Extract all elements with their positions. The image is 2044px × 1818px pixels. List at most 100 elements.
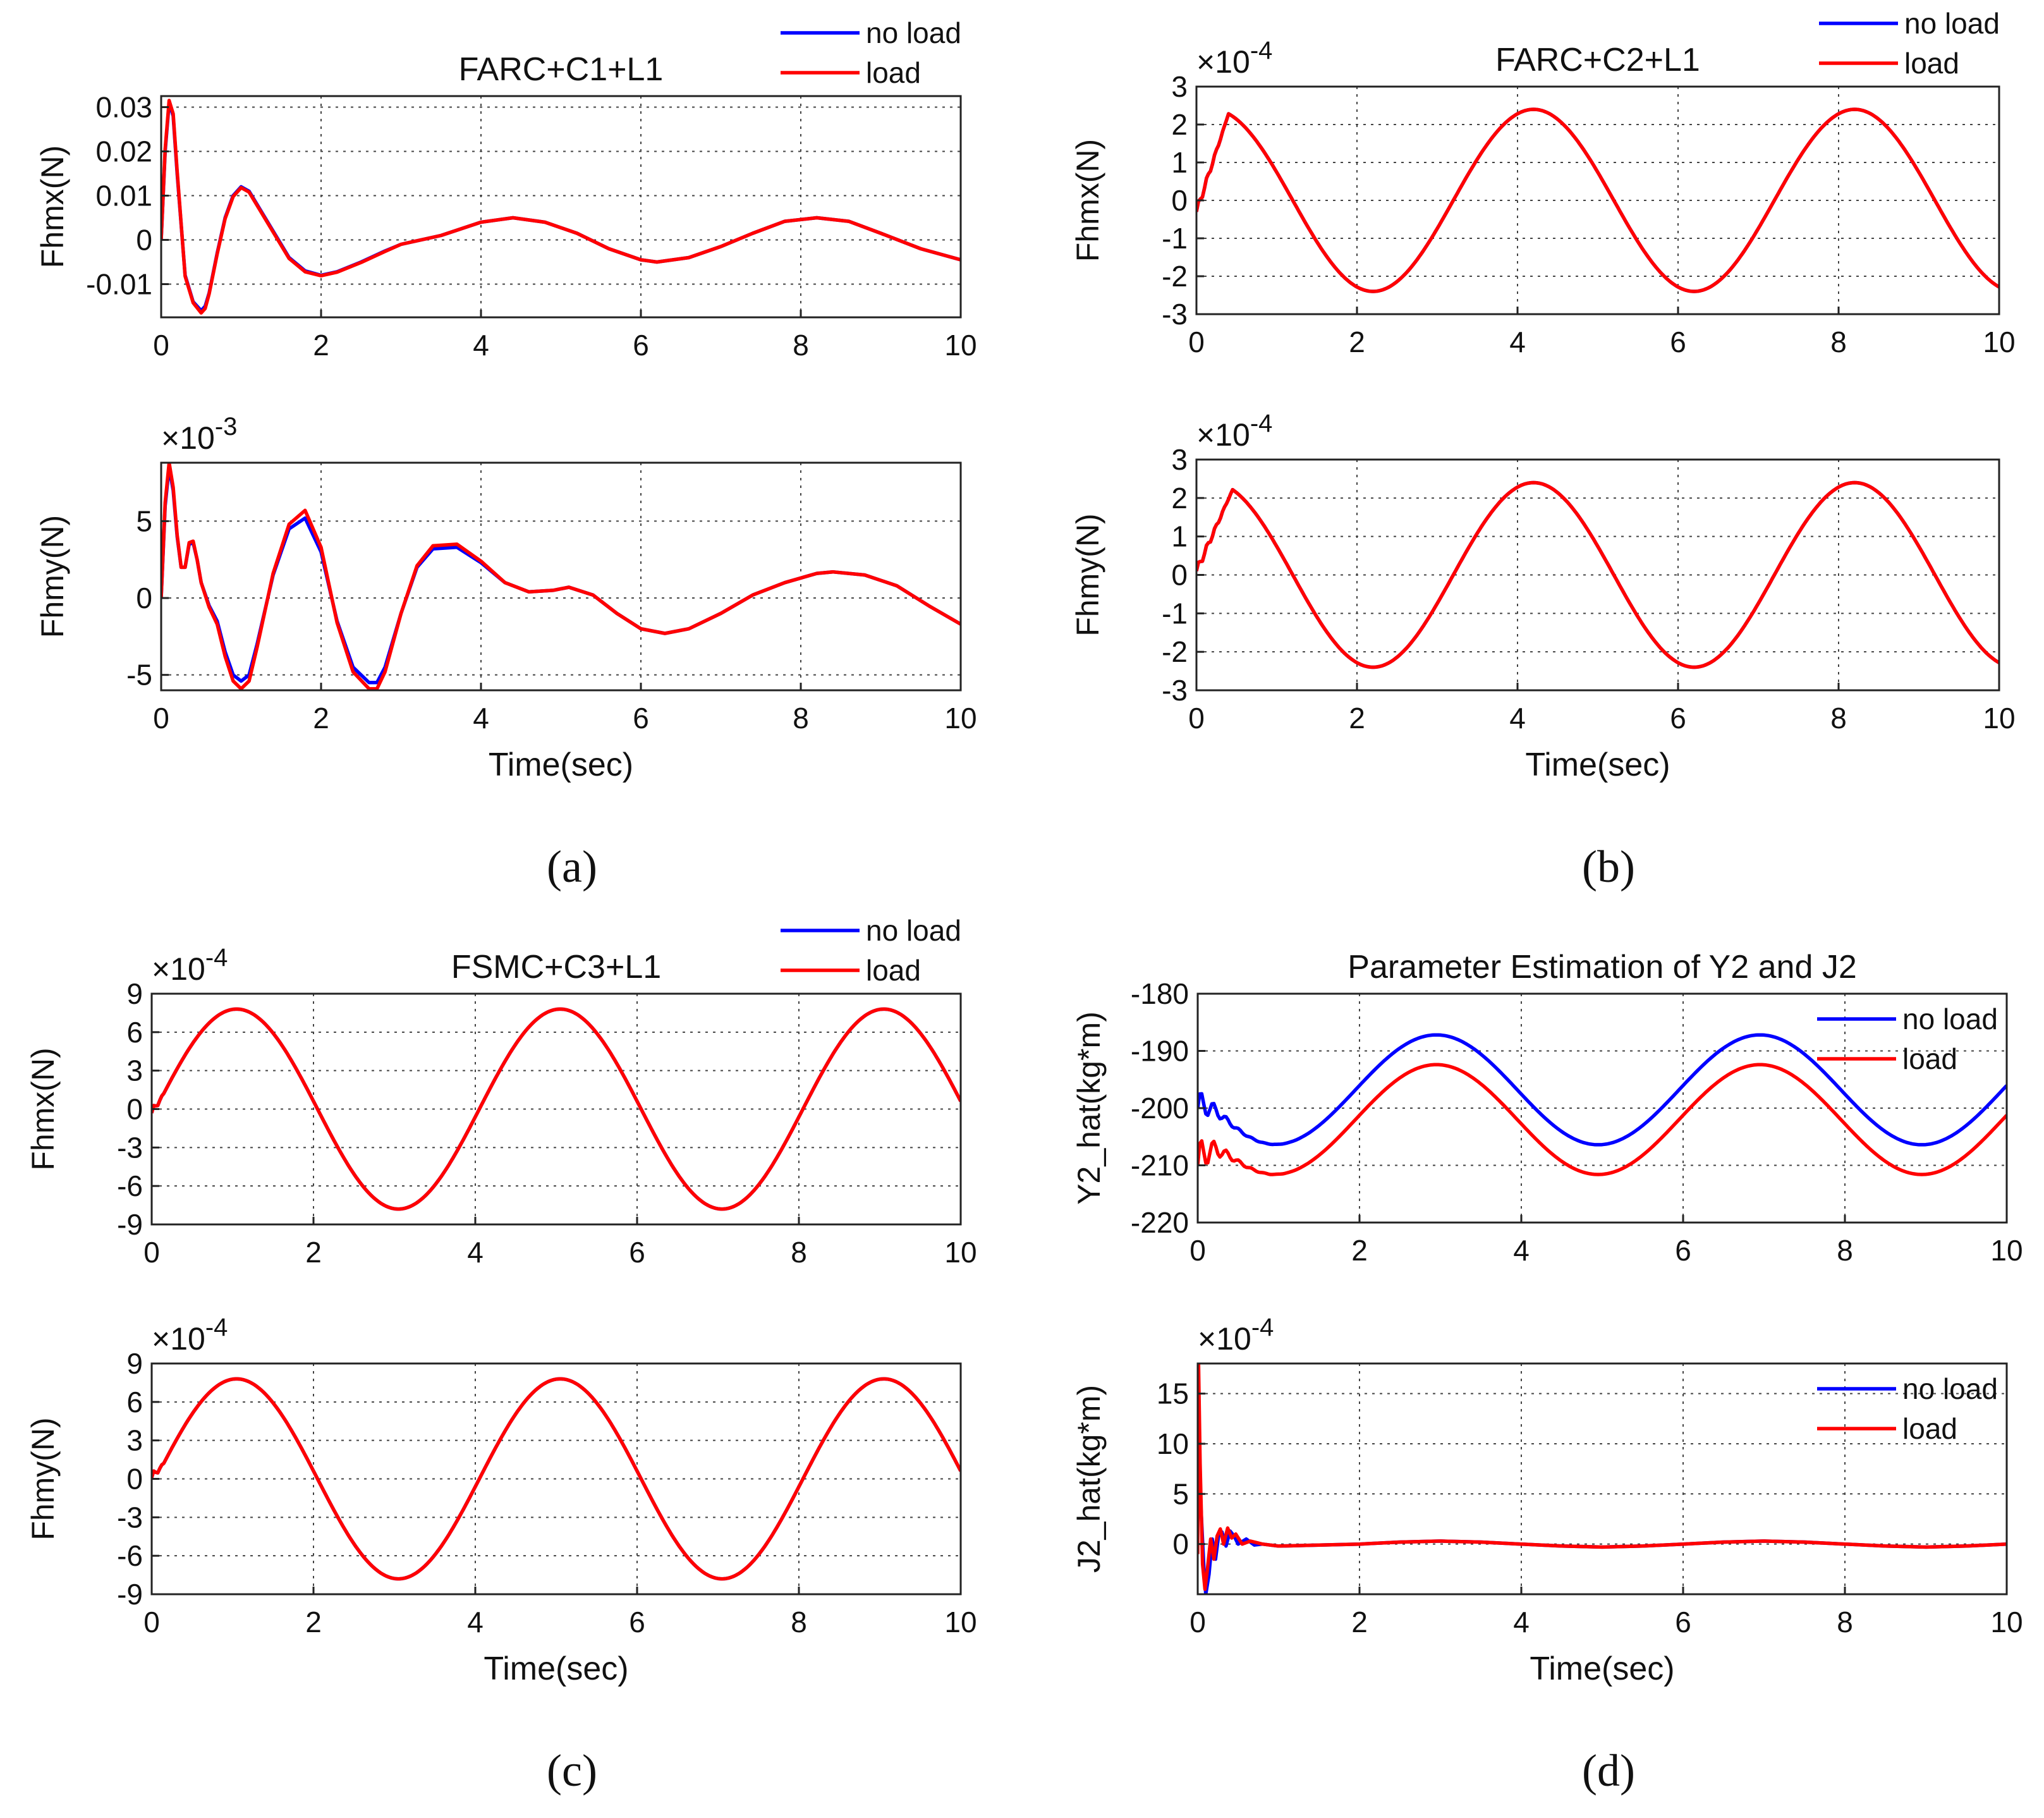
y-tick-label: -3 [1162,674,1188,707]
x-tick-label: 2 [1349,702,1365,735]
y-axis-label: Fhmy(N) [35,515,70,638]
plot-frame [1196,1362,2008,1595]
y-tick-label: -5 [126,659,152,692]
y-tick-label: 0 [1172,1528,1189,1561]
chart-title: FARC+C2+L1 [1495,42,1700,78]
x-tick-label: 10 [1990,1606,2023,1638]
y-tick-label: -6 [117,1539,143,1572]
x-tick-label: 2 [1349,326,1365,358]
y-tick-label: 3 [126,1424,143,1457]
x-tick-label: 6 [633,329,649,362]
y-tick-label: -2 [1162,635,1188,668]
y-axis-label: Y2_hat(kg*m) [1071,1011,1107,1205]
x-tick-label: 10 [944,1606,976,1638]
x-tick-label: 8 [793,329,809,362]
chart-title: Parameter Estimation of Y2 and J2 [1347,949,1856,985]
x-axis-label: Time(sec) [489,747,633,783]
plot-frame [160,95,962,319]
y-tick-label: -1 [1162,222,1188,255]
x-tick-label: 10 [1983,326,2015,358]
y-tick-label: 3 [126,1054,143,1087]
y-tick-label: 0 [1171,559,1188,592]
legend-entry: no load [866,914,961,947]
y-tick-label: 0 [136,582,152,614]
y-tick-label: -1 [1162,597,1188,630]
legend: no load load [781,16,961,89]
y-axis-label: Fhmx(N) [25,1047,61,1170]
y-tick-label: 2 [1171,108,1188,141]
y-axis-label: Fhmx(N) [1070,139,1105,262]
y-tick-label: 1 [1171,520,1188,553]
legend: no load load [1817,1003,1998,1075]
legend-entry: load [1904,47,1959,80]
x-tick-label: 0 [143,1606,160,1638]
x-tick-label: 0 [1189,1606,1206,1638]
scale-multiplier: ×10-3 [161,413,237,456]
y-axis-label: Fhmy(N) [1070,513,1105,636]
x-tick-label: 6 [1675,1234,1691,1267]
y-tick-label: 0.02 [95,135,152,168]
y-tick-label: 3 [1171,70,1188,103]
x-tick-label: 0 [153,702,169,735]
x-tick-label: 6 [633,702,649,735]
x-tick-label: 6 [629,1236,645,1269]
y-tick-label: 9 [126,977,143,1010]
x-tick-label: 4 [1513,1234,1530,1267]
y-tick-label: 6 [126,1386,143,1418]
y-tick-label: 10 [1157,1427,1189,1460]
series-line-load [1198,1364,2007,1591]
chart-d2: 0 2 4 6 8 10051015J2_hat(kg*m)Time(sec)×10-4n… [1071,1314,2023,1687]
x-tick-label: 6 [1670,702,1686,735]
legend: no load load [1817,1372,1998,1445]
y-tick-label: 0 [126,1093,143,1126]
y-tick-label: -2 [1162,260,1188,293]
x-tick-label: 4 [1509,326,1526,358]
chart-d1: 0 2 4 6 8 10 -220 -210 -200 -190 -180 Y2_hat(kg*m) P… [1071,949,2023,1267]
x-axis-label: Time(sec) [1525,747,1670,783]
y-tick-label: -180 [1131,977,1189,1010]
y-tick-label: -210 [1131,1149,1189,1182]
series-line-load [1198,1063,2007,1176]
y-tick-label: 0.03 [95,91,152,124]
series-line-load [161,99,961,315]
series-line-no-load [1198,1033,2007,1147]
legend-entry: load [866,954,921,987]
x-tick-label: 8 [1837,1606,1853,1638]
x-tick-label: 8 [791,1236,807,1269]
caption-c: (c) [547,1745,597,1796]
y-tick-label: -3 [1162,298,1188,331]
x-tick-label: 4 [473,329,489,362]
legend-entry: no load [866,16,961,49]
y-tick-label: 0.01 [95,180,152,212]
scale-multiplier: ×10-4 [152,944,228,987]
x-tick-label: 4 [467,1606,484,1638]
chart-c1: 0 2 4 6 8 10 -9 -6 -3 0 3 6 9 Fhmx(N) FSMC+C3+L1 ×10-4 n… [25,914,977,1269]
y-tick-label: -9 [117,1208,143,1241]
chart-title: FSMC+C3+L1 [451,949,661,985]
legend-entry: no load [1902,1003,1998,1035]
x-axis-label: Time(sec) [1530,1650,1674,1687]
legend-entry: no load [1904,7,2000,40]
legend-entry: load [866,56,921,89]
legend: no load load [1819,7,2000,80]
x-tick-label: 6 [629,1606,645,1638]
y-tick-label: 6 [126,1016,143,1049]
x-tick-label: 10 [944,329,976,362]
y-tick-label: 1 [1171,146,1188,179]
x-tick-label: 2 [1351,1606,1368,1638]
legend-entry: load [1902,1412,1957,1445]
y-tick-label: -220 [1131,1206,1189,1239]
y-tick-label: -3 [117,1131,143,1164]
x-tick-label: 6 [1675,1606,1691,1638]
chart-b1: 0 2 4 6 8 10-3-2-10123Fhmx(N)FARC+C2+L1×10-4n… [1070,7,2016,358]
caption-a: (a) [547,841,597,892]
x-tick-label: 10 [1983,702,2015,735]
scale-multiplier: ×10-4 [1196,410,1272,453]
x-axis-label: Time(sec) [484,1650,628,1687]
x-tick-label: 4 [473,702,489,735]
caption-d: (d) [1582,1745,1635,1796]
x-tick-label: 2 [313,329,329,362]
